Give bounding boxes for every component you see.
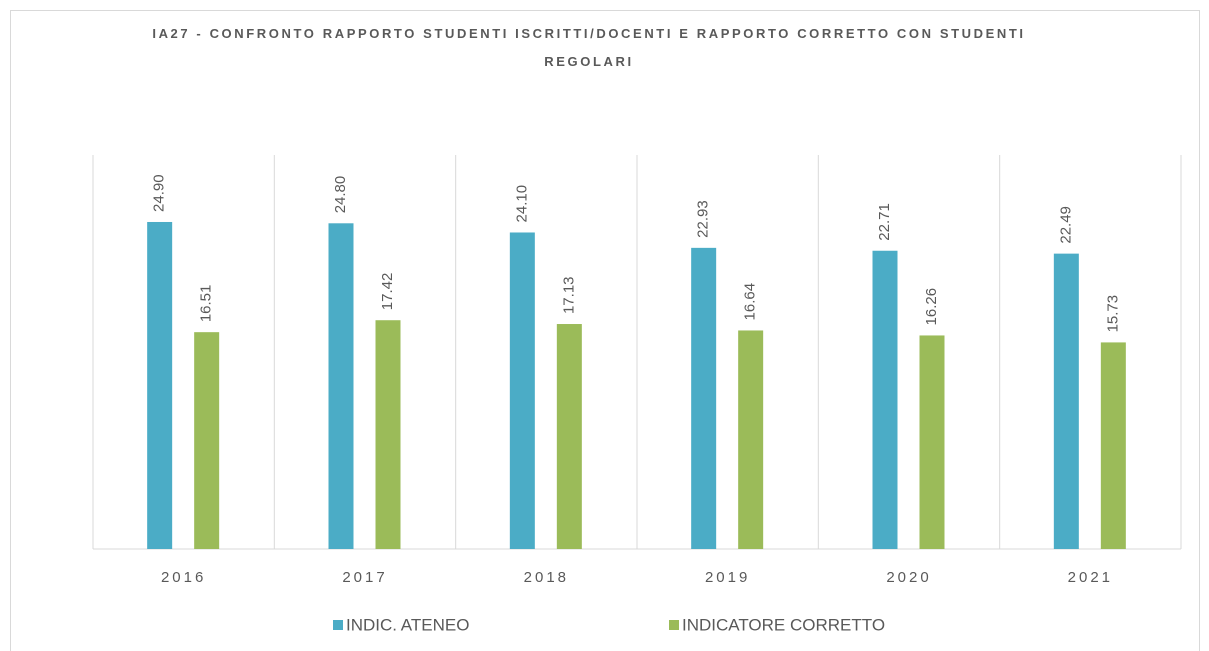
bar	[194, 332, 220, 549]
data-label: 16.26	[923, 288, 940, 326]
data-label: 17.13	[560, 276, 577, 314]
x-tick-label: 2017	[342, 569, 387, 586]
bar	[872, 250, 898, 549]
bar	[1100, 342, 1126, 549]
bar	[691, 247, 717, 549]
data-label: 24.90	[151, 174, 168, 212]
bar	[556, 324, 582, 549]
data-label: 24.80	[332, 176, 349, 214]
legend-label: INDICATORE CORRETTO	[682, 615, 885, 634]
data-label: 24.10	[513, 185, 530, 223]
chart-frame	[10, 10, 1200, 651]
data-label: 15.73	[1104, 295, 1121, 333]
bar	[328, 223, 354, 549]
data-label: 22.71	[876, 203, 893, 241]
legend-label: INDIC. ATENEO	[346, 615, 469, 634]
bar	[919, 335, 945, 549]
bar	[509, 232, 535, 549]
bar	[738, 330, 764, 549]
legend-swatch	[333, 620, 343, 630]
x-tick-label: 2020	[886, 569, 931, 586]
data-label: 16.64	[742, 283, 759, 321]
data-label: 16.51	[198, 285, 215, 323]
bar	[147, 221, 173, 550]
data-label: 22.93	[695, 200, 712, 238]
data-label: 17.42	[379, 273, 396, 311]
legend-swatch	[669, 620, 679, 630]
bar	[375, 320, 401, 549]
x-tick-label: 2021	[1068, 569, 1113, 586]
data-label: 22.49	[1057, 206, 1074, 244]
x-tick-label: 2016	[161, 569, 206, 586]
x-tick-label: 2019	[705, 569, 750, 586]
bar	[1053, 253, 1079, 549]
x-tick-label: 2018	[524, 569, 569, 586]
chart-title: IA27 - CONFRONTO RAPPORTO STUDENTI ISCRI…	[152, 26, 1026, 69]
